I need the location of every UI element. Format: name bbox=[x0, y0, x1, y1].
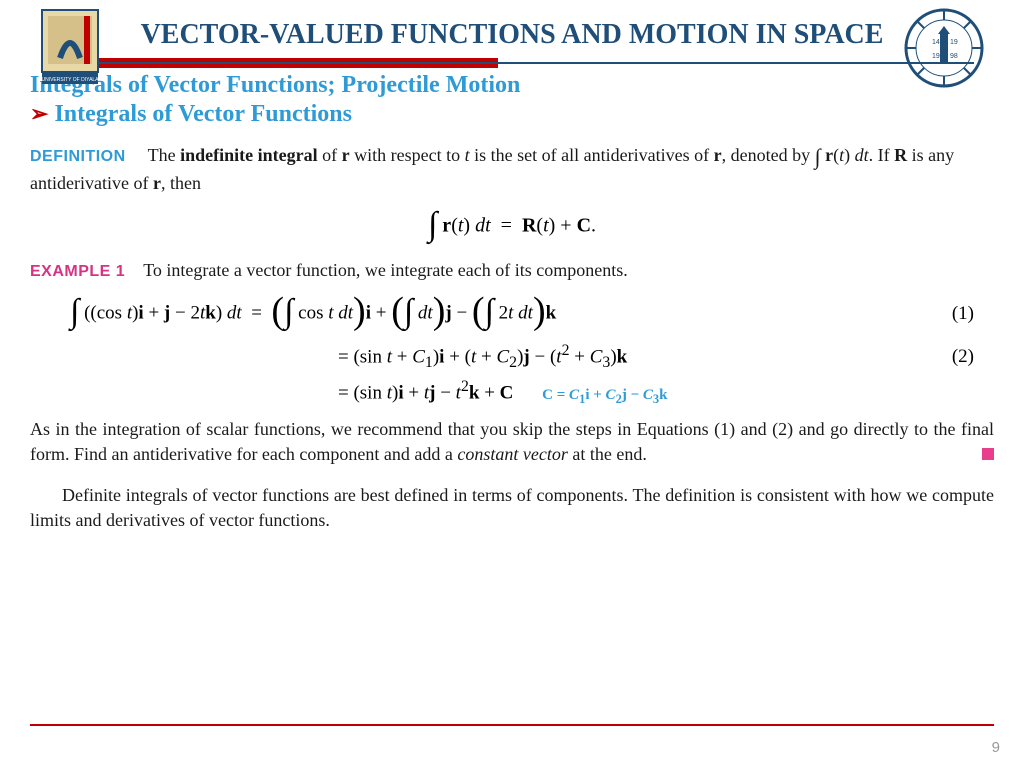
definition-text: The indefinite integral of r with respec… bbox=[30, 145, 954, 194]
equation-row-2: = (sin t + C1)i + (t + C2)j − (t2 + C3)k… bbox=[70, 342, 994, 372]
slide-title: VECTOR-VALUED FUNCTIONS AND MOTION IN SP… bbox=[20, 8, 1004, 58]
eq-number-1: (1) bbox=[944, 303, 994, 325]
subsection-title: Integrals of Vector Functions bbox=[54, 101, 352, 127]
footer-divider bbox=[30, 724, 994, 726]
logo-right: 14 19 19 98 bbox=[904, 8, 984, 88]
equation-row-1: ∫ ((cos t)i + j − 2tk) dt = (∫ cos t dt)… bbox=[70, 292, 994, 336]
slide-header: UNIVERSITY OF DIYALA 14 19 19 98 VECTOR-… bbox=[0, 0, 1024, 64]
svg-text:19: 19 bbox=[950, 39, 958, 46]
paragraph-2: Definite integrals of vector functions a… bbox=[30, 483, 994, 533]
definition-label: DEFINITION bbox=[30, 148, 126, 165]
page-number: 9 bbox=[992, 739, 1000, 756]
svg-text:UNIVERSITY OF DIYALA: UNIVERSITY OF DIYALA bbox=[41, 77, 99, 83]
example-label: EXAMPLE 1 bbox=[30, 263, 125, 280]
svg-text:98: 98 bbox=[950, 53, 958, 60]
svg-text:14: 14 bbox=[932, 39, 940, 46]
equation-row-3: = (sin t)i + tj − t2k + C C = C1i + C2j … bbox=[70, 378, 994, 406]
subsection-line: ➢Integrals of Vector Functions bbox=[30, 101, 994, 128]
section-title: Integrals of Vector Functions; Projectil… bbox=[30, 72, 994, 99]
bullet-arrow-icon: ➢ bbox=[30, 101, 48, 126]
example-intro-text: To integrate a vector function, we integ… bbox=[143, 260, 628, 280]
slide-content: Integrals of Vector Functions; Projectil… bbox=[0, 64, 1024, 534]
svg-text:19: 19 bbox=[932, 53, 940, 60]
example-equations: ∫ ((cos t)i + j − 2tk) dt = (∫ cos t dt)… bbox=[30, 292, 994, 406]
end-of-example-marker bbox=[982, 448, 994, 460]
example-intro: EXAMPLE 1 To integrate a vector function,… bbox=[30, 258, 994, 283]
eq-number-2: (2) bbox=[944, 346, 994, 368]
logo-left: UNIVERSITY OF DIYALA bbox=[40, 8, 100, 88]
definition-block: DEFINITIONThe indefinite integral of r w… bbox=[30, 142, 994, 196]
c-definition-note: C = C1i + C2j − C3k bbox=[542, 387, 667, 403]
definition-equation: ∫ r(t) dt = R(t) + C. bbox=[30, 208, 994, 246]
paragraph-1: As in the integration of scalar function… bbox=[30, 417, 994, 467]
header-divider bbox=[50, 62, 974, 64]
